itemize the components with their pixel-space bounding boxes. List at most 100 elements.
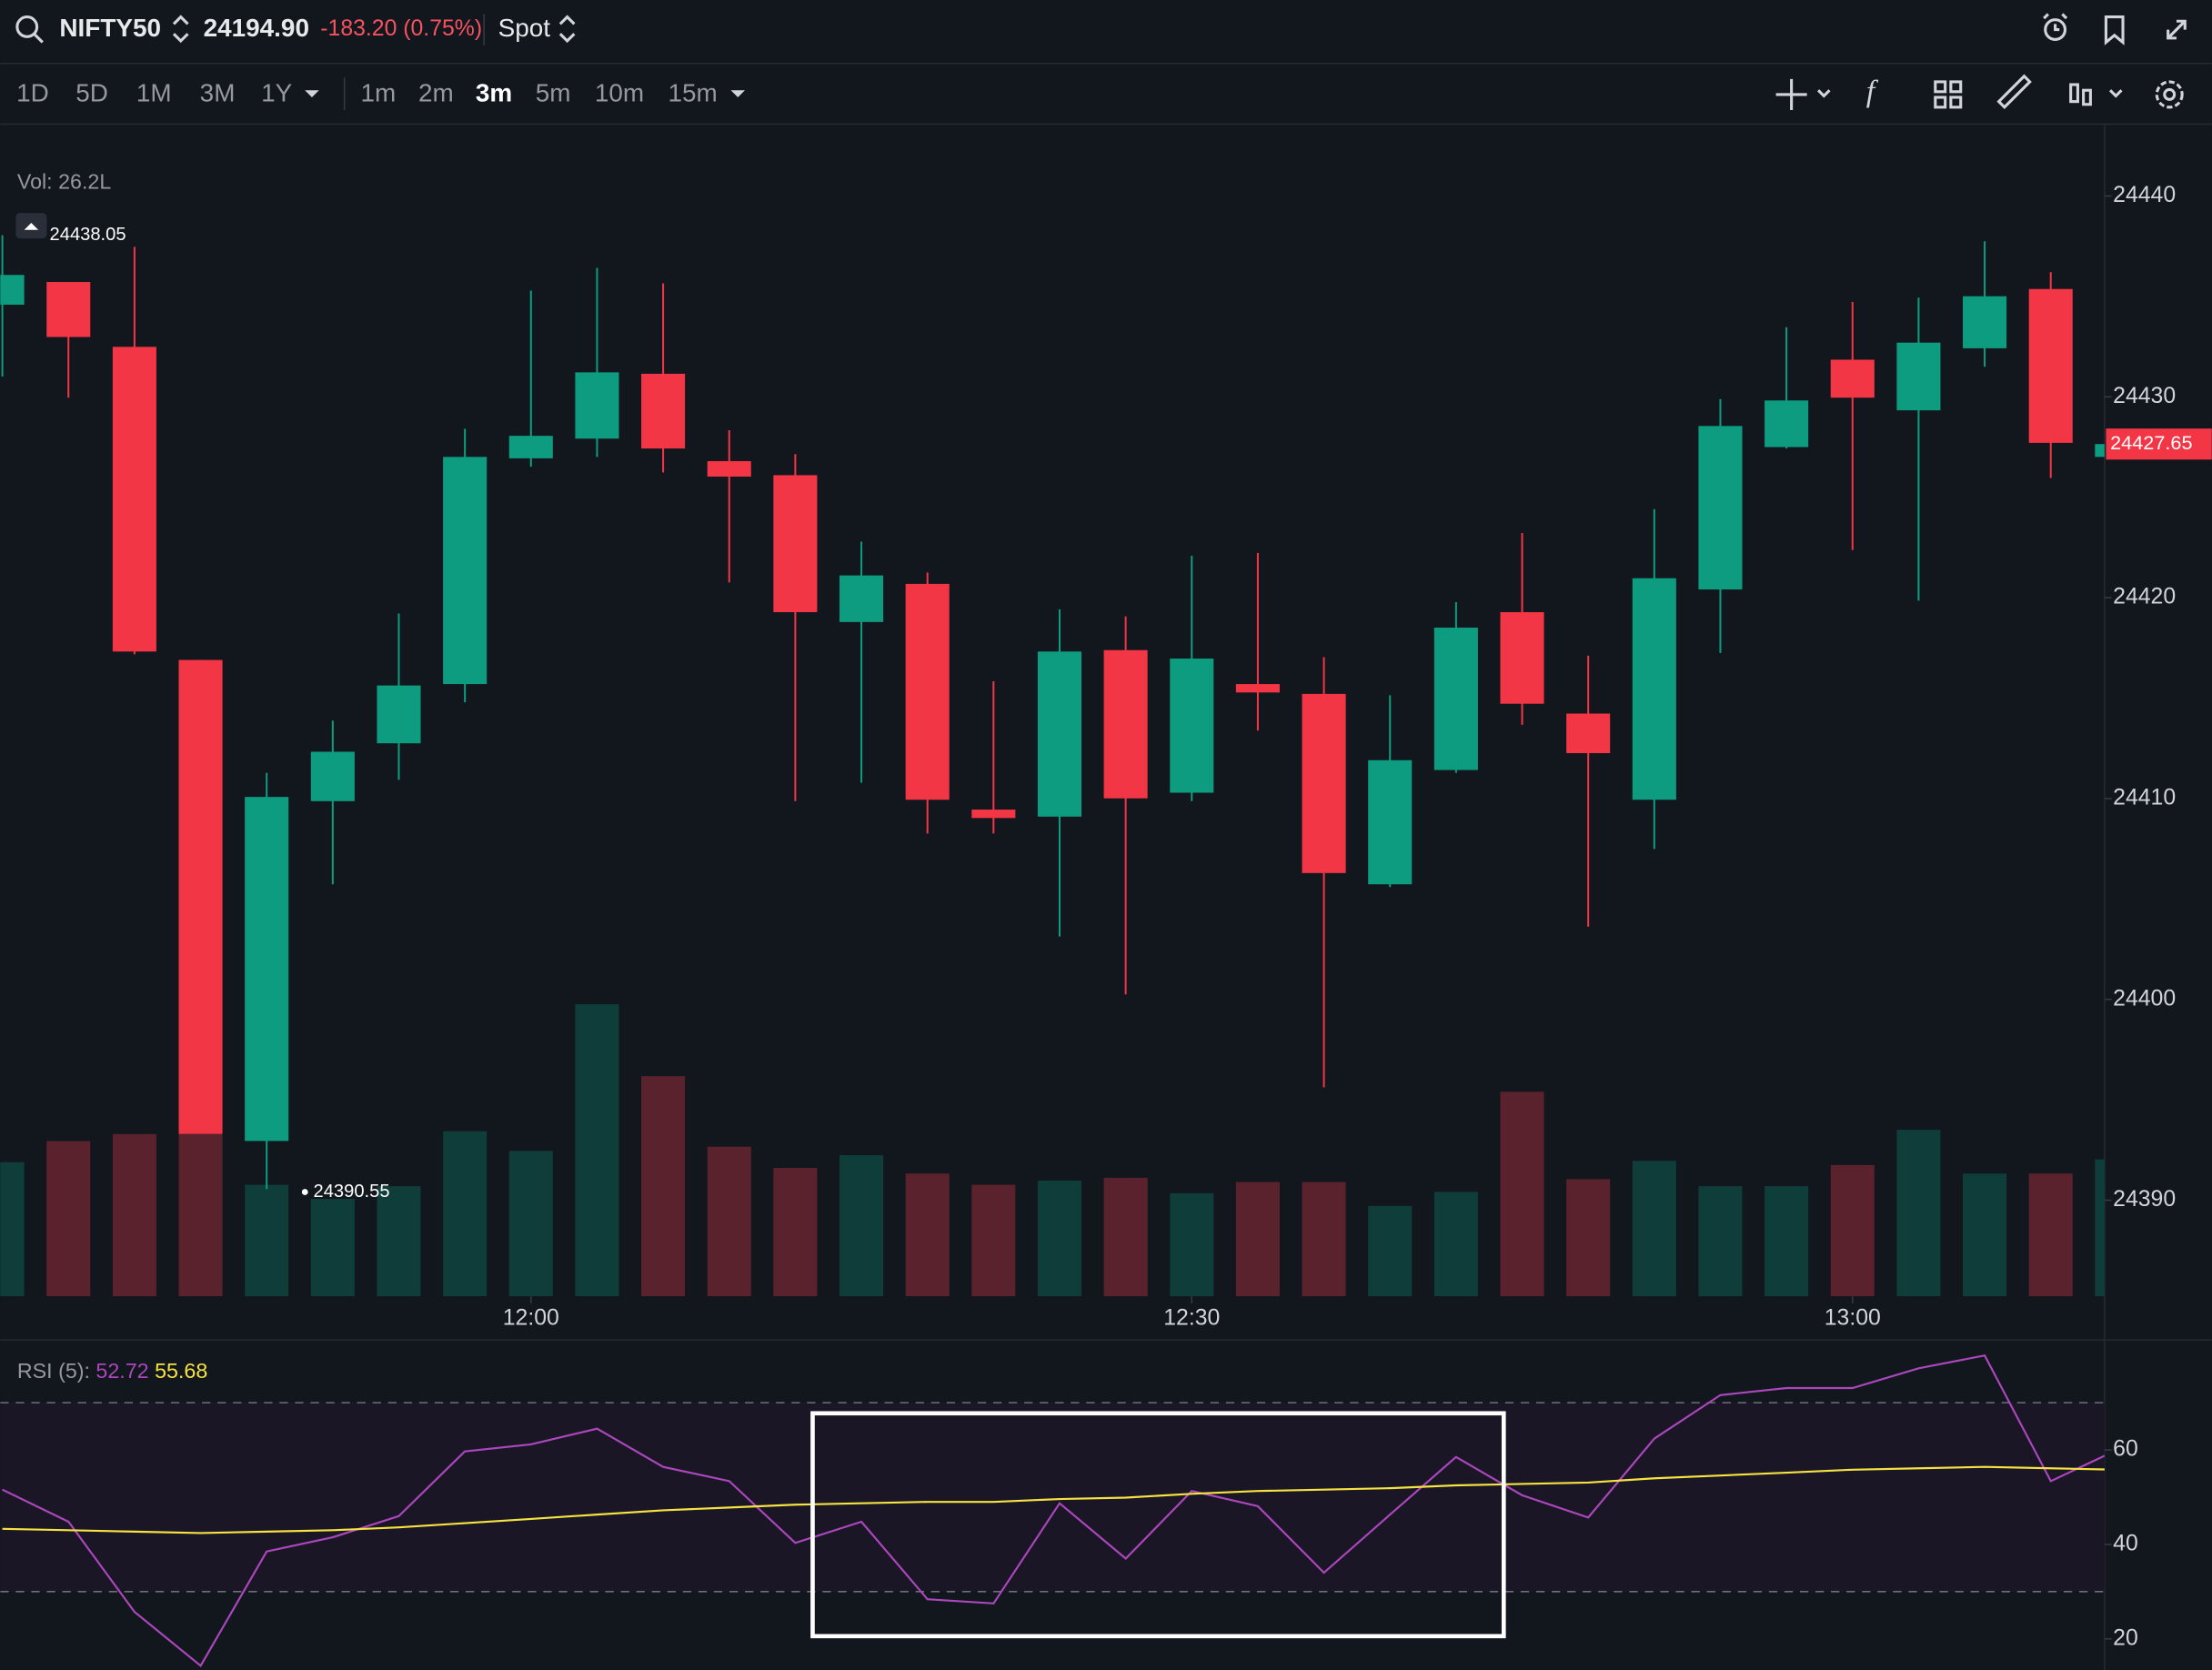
volume-bar — [46, 1141, 91, 1297]
volume-bar — [377, 1186, 421, 1297]
candle-body — [1368, 760, 1413, 885]
candle-body — [1698, 426, 1743, 590]
candle-body — [508, 436, 553, 458]
candle-body — [971, 810, 1016, 819]
candle-body — [1302, 693, 1346, 873]
rsi-band — [0, 1403, 2105, 1592]
candle-body — [575, 372, 619, 439]
range-button[interactable]: 5D — [75, 78, 108, 106]
volume-bar — [773, 1167, 818, 1297]
volume-bar — [1170, 1192, 1214, 1297]
rsi-line — [2, 1465, 2105, 1534]
x-tick-label: 12:00 — [503, 1305, 559, 1330]
volume-bar — [1500, 1092, 1544, 1297]
interval-button[interactable]: 5m — [536, 78, 571, 106]
candle-body — [1765, 400, 1809, 448]
volume-bar — [2028, 1173, 2073, 1297]
rsi-legend: RSI (5): 52.72 55.68 — [17, 1359, 207, 1383]
candle-body — [1433, 628, 1478, 770]
expand-icon[interactable] — [2167, 19, 2187, 40]
candle-body — [1632, 578, 1676, 800]
volume-bar — [1765, 1186, 1809, 1297]
range-button[interactable]: 3M — [200, 78, 236, 106]
candle-body — [641, 373, 686, 449]
interval-button[interactable]: 1m — [360, 78, 396, 106]
market[interactable]: Spot — [498, 14, 551, 42]
interval-button[interactable]: 2m — [418, 78, 454, 106]
rsi-value: 52.72 — [96, 1359, 148, 1383]
volume-bar — [707, 1146, 751, 1297]
highlight-box — [810, 1411, 1506, 1639]
y-tick-label: 60 — [2113, 1437, 2138, 1462]
y-tick-label: 24400 — [2113, 986, 2176, 1011]
candle-body — [839, 575, 884, 622]
symbol[interactable]: NIFTY50 — [59, 14, 161, 42]
market-switch[interactable] — [558, 15, 576, 44]
candle-body — [1963, 296, 2007, 348]
candle-body — [1037, 651, 1082, 817]
range-button[interactable]: 1D — [16, 78, 49, 106]
volume-bar — [1632, 1161, 1676, 1297]
candle-body — [1830, 359, 1875, 398]
high-label: 24438.05 — [50, 225, 126, 245]
volume-bar — [971, 1184, 1016, 1297]
bookmark-icon[interactable] — [2104, 15, 2125, 45]
volume-bar — [508, 1151, 553, 1297]
last-price-label: 24427.65 — [2110, 431, 2192, 454]
candle-body — [46, 282, 91, 337]
volume-bar — [1235, 1182, 1280, 1297]
low-label: 24390.55 — [314, 1182, 390, 1202]
rsi-value: 55.68 — [155, 1359, 207, 1383]
candle-body — [905, 583, 950, 800]
y-tick-label: 24440 — [2113, 183, 2176, 207]
price: 24194.90 — [204, 14, 309, 42]
y-tick-label: 20 — [2113, 1625, 2138, 1650]
y-tick-label: 24430 — [2113, 384, 2176, 408]
candle-body — [1566, 713, 1611, 754]
chart-type-icon[interactable] — [2069, 83, 2123, 106]
volume-bar — [641, 1076, 686, 1297]
volume-bar — [1698, 1186, 1743, 1297]
candle-body — [178, 659, 223, 1134]
volume-bar — [575, 1004, 619, 1297]
draw-icon[interactable] — [1996, 74, 2032, 110]
x-tick-label: 12:30 — [1163, 1305, 1220, 1330]
interval-button[interactable]: 15m — [669, 78, 718, 106]
templates-icon[interactable] — [1934, 80, 1963, 109]
symbol-switch[interactable] — [172, 15, 189, 44]
volume-bar — [1433, 1192, 1478, 1297]
volume-bar — [1963, 1173, 2007, 1297]
candle-body — [377, 685, 421, 744]
alarm-icon[interactable] — [2043, 13, 2068, 41]
candle-body — [1235, 684, 1280, 693]
low-marker — [301, 1189, 308, 1195]
rsi-title: RSI (5): — [17, 1359, 90, 1383]
candle-body — [773, 475, 818, 613]
volume-bar — [245, 1184, 289, 1297]
volume-bar — [178, 1133, 223, 1297]
candle-body — [245, 797, 289, 1142]
volume-bar — [0, 1162, 25, 1297]
range-button[interactable]: 1Y — [261, 78, 292, 106]
settings-icon[interactable] — [2155, 80, 2184, 109]
volume-bar — [905, 1173, 950, 1297]
interval-button[interactable]: 3m — [476, 78, 512, 106]
crosshair-icon[interactable] — [1775, 78, 1831, 110]
candle-body — [443, 457, 488, 685]
candle-body — [2028, 288, 2073, 443]
volume-label: Vol: 26.2L — [17, 170, 111, 194]
y-tick-label: 24410 — [2113, 785, 2176, 810]
y-tick-label: 40 — [2113, 1531, 2138, 1555]
volume-bar — [443, 1131, 488, 1297]
range-button[interactable]: 1M — [136, 78, 172, 106]
candle-body — [1896, 342, 1941, 411]
high-marker-arrow — [24, 223, 39, 230]
search-icon[interactable] — [15, 15, 44, 44]
volume-bar — [1103, 1177, 1148, 1297]
candle-body — [1170, 659, 1214, 793]
y-tick-label: 24420 — [2113, 585, 2176, 609]
candle-body — [1500, 612, 1544, 704]
interval-button[interactable]: 10m — [595, 78, 644, 106]
